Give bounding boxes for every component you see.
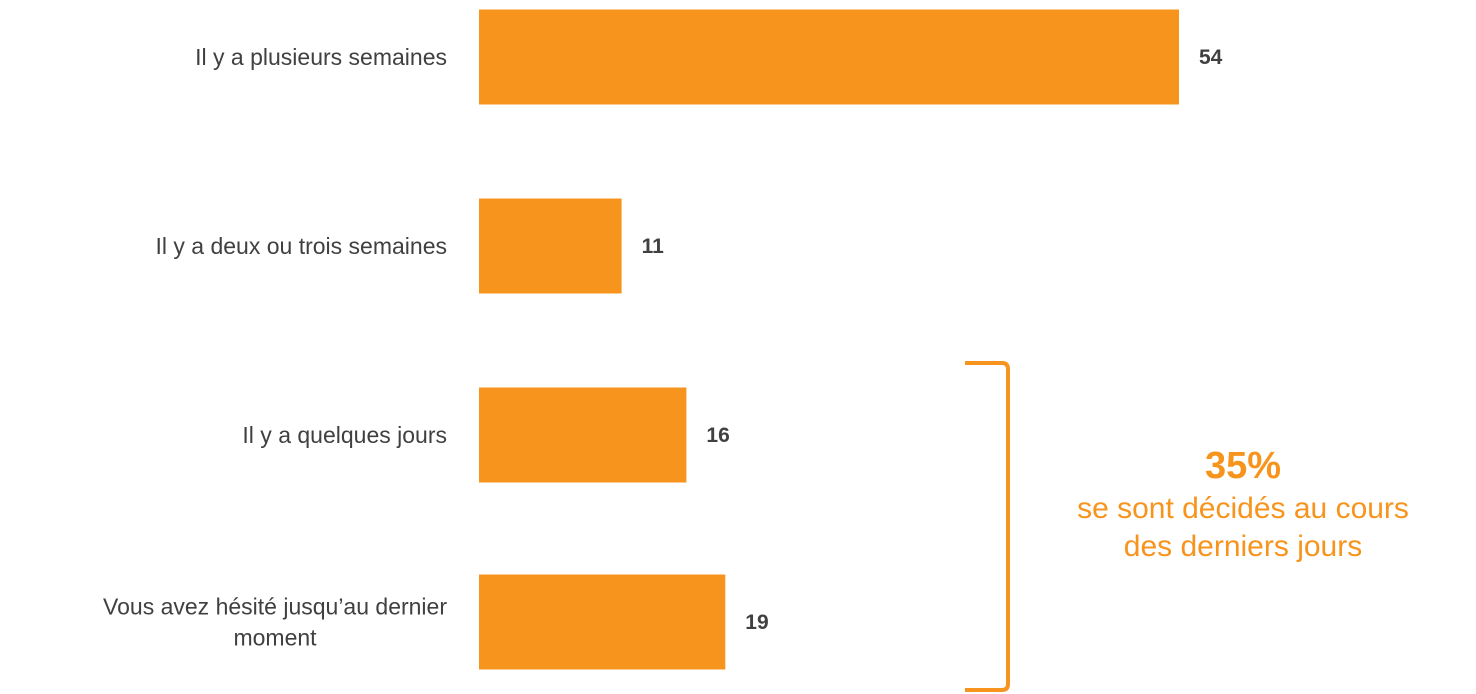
- bars-layer: [479, 9, 1179, 670]
- category-label-4-line-2: moment: [233, 625, 317, 651]
- bracket-annotation: [965, 361, 1010, 692]
- category-label-3-line-1: Il y a quelques jours: [242, 422, 447, 448]
- category-label-1-line-1: Il y a plusieurs semaines: [195, 44, 447, 70]
- bar-4: [479, 574, 726, 670]
- category-label-4-line-1: Vous avez hésité jusqu’au dernier: [103, 594, 447, 620]
- category-label-2: Il y a deux ou trois semaines: [156, 233, 447, 259]
- value-label-1: 54: [1199, 46, 1223, 69]
- value-label-4: 19: [745, 611, 768, 634]
- category-label-4: Vous avez hésité jusqu’au dernier moment: [103, 594, 447, 651]
- callout-annotation: 35% se sont décidés au cours des dernier…: [1010, 442, 1476, 566]
- value-label-2: 11: [642, 235, 665, 258]
- category-label-3: Il y a quelques jours: [242, 422, 447, 448]
- callout-text-line-1: se sont décidés au cours: [1077, 492, 1409, 525]
- bar-1: [479, 9, 1179, 105]
- category-label-2-line-1: Il y a deux ou trois semaines: [156, 233, 447, 259]
- callout-percentage: 35%: [1204, 445, 1282, 487]
- value-label-3: 16: [706, 424, 729, 447]
- labels-layer: 54 Il y a plusieurs semaines 11 Il y a deux…: [103, 44, 1223, 651]
- category-label-1: Il y a plusieurs semaines: [195, 44, 447, 70]
- bar-3: [479, 387, 687, 483]
- bar-2: [479, 198, 622, 294]
- callout-text-line-2: des derniers jours: [1123, 530, 1363, 563]
